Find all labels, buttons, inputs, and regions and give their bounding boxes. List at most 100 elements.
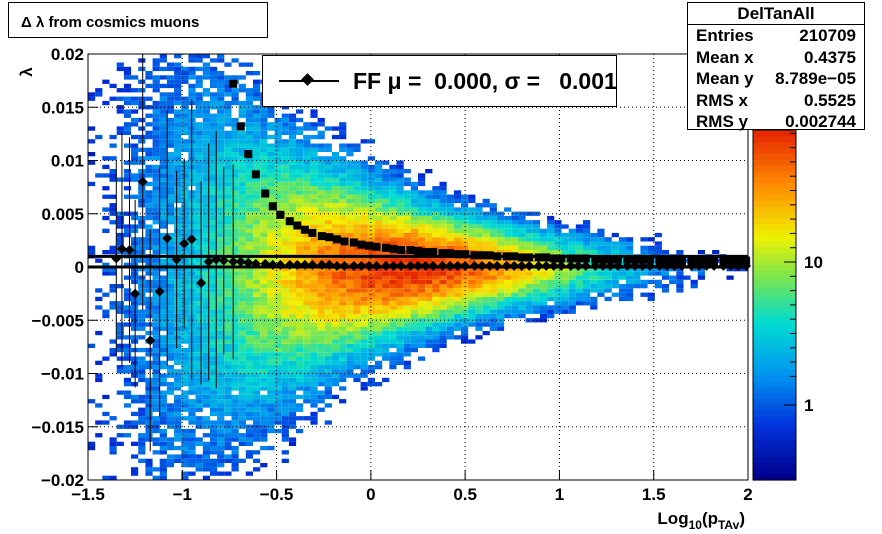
heat-cell xyxy=(410,322,418,327)
heat-cell xyxy=(367,296,375,302)
heat-cell xyxy=(253,433,261,438)
legend: FF μ = 0.000, σ = 0.001 xyxy=(262,55,617,107)
heat-cell xyxy=(410,301,418,306)
heat-cell xyxy=(174,296,182,302)
heat-cell xyxy=(360,139,368,144)
heat-cell xyxy=(224,109,232,114)
heat-cell xyxy=(181,75,189,80)
heat-cell xyxy=(496,258,505,263)
heat-cell xyxy=(202,211,210,216)
heat-cell xyxy=(346,326,354,331)
heat-cell xyxy=(324,305,332,310)
heat-cell xyxy=(288,390,297,395)
heat-cell xyxy=(224,267,232,272)
heat-cell xyxy=(554,292,562,297)
heat-cell xyxy=(353,347,361,353)
heat-cell xyxy=(482,309,490,314)
heat-cell xyxy=(288,224,297,229)
heat-cell xyxy=(159,207,167,212)
mean-point xyxy=(339,260,350,271)
heat-cell xyxy=(102,313,110,319)
heat-cell xyxy=(382,190,390,195)
heat-cell xyxy=(453,237,462,242)
heat-cell xyxy=(245,147,253,152)
heat-cell xyxy=(231,386,239,391)
heat-cell xyxy=(131,467,139,472)
heat-cell xyxy=(245,62,253,67)
heat-cell xyxy=(174,92,182,97)
heat-cell xyxy=(389,279,397,285)
heat-cell xyxy=(181,377,189,383)
heat-cell xyxy=(166,232,175,238)
heat-cell xyxy=(561,296,569,302)
heat-cell xyxy=(238,143,246,148)
heat-cell xyxy=(353,279,361,285)
heat-cell xyxy=(604,267,612,272)
heat-cell xyxy=(496,288,505,293)
heat-cell xyxy=(195,301,203,306)
heat-cell xyxy=(331,369,340,374)
heat-cell xyxy=(640,284,648,289)
heat-cell xyxy=(554,232,562,238)
heat-cell xyxy=(267,173,275,178)
heat-cell xyxy=(159,445,167,451)
heat-cell xyxy=(159,437,167,442)
rms-point xyxy=(372,242,381,251)
heat-cell xyxy=(360,360,368,365)
stats-row-entries: Entries 210709 xyxy=(696,26,856,45)
heat-cell xyxy=(346,207,354,212)
heat-cell xyxy=(403,352,411,357)
heat-cell xyxy=(217,347,225,353)
heat-cell xyxy=(303,245,311,250)
rms-point xyxy=(710,256,719,265)
heat-cell xyxy=(504,245,512,250)
heat-cell xyxy=(410,318,418,323)
heat-cell xyxy=(446,296,454,302)
heat-cell xyxy=(224,62,232,67)
heat-cell xyxy=(195,309,203,314)
palette-step xyxy=(753,398,796,405)
heat-cell xyxy=(116,126,124,131)
heat-cell xyxy=(281,156,289,161)
heat-cell xyxy=(303,330,311,336)
heat-cell xyxy=(475,301,483,306)
heat-cell xyxy=(331,194,340,199)
heat-cell xyxy=(217,322,225,327)
heat-cell xyxy=(152,100,160,106)
heat-cell xyxy=(145,399,153,404)
heat-cell xyxy=(159,186,167,191)
heat-cell xyxy=(195,198,203,204)
heat-cell xyxy=(217,428,225,434)
heat-cell xyxy=(547,224,555,229)
heat-cell xyxy=(331,382,340,387)
heat-cell xyxy=(396,190,404,195)
heat-cell xyxy=(231,369,239,374)
heat-cell xyxy=(296,194,304,199)
heat-cell xyxy=(166,169,175,174)
heat-cell xyxy=(224,424,232,429)
heat-cell xyxy=(446,241,454,246)
heat-cell xyxy=(461,198,469,204)
heat-cell xyxy=(181,71,189,76)
heat-cell xyxy=(274,343,282,348)
heat-cell xyxy=(640,271,648,276)
heat-cell xyxy=(152,416,160,421)
heat-cell xyxy=(339,365,347,370)
heat-cell xyxy=(511,309,519,314)
heat-cell xyxy=(109,352,117,357)
heat-cell xyxy=(296,181,304,187)
heat-cell xyxy=(281,211,289,216)
heat-cell xyxy=(210,105,218,110)
heat-cell xyxy=(224,296,232,302)
heat-cell xyxy=(202,139,210,144)
heat-cell xyxy=(123,424,132,429)
heat-cell xyxy=(210,390,218,395)
heat-cell xyxy=(174,250,182,255)
heat-cell xyxy=(253,411,261,417)
heat-cell xyxy=(260,386,268,391)
heat-cell xyxy=(496,326,505,331)
heat-cell xyxy=(317,164,325,170)
heat-cell xyxy=(260,203,268,208)
heat-cell xyxy=(224,284,232,289)
heat-cell xyxy=(195,305,203,310)
